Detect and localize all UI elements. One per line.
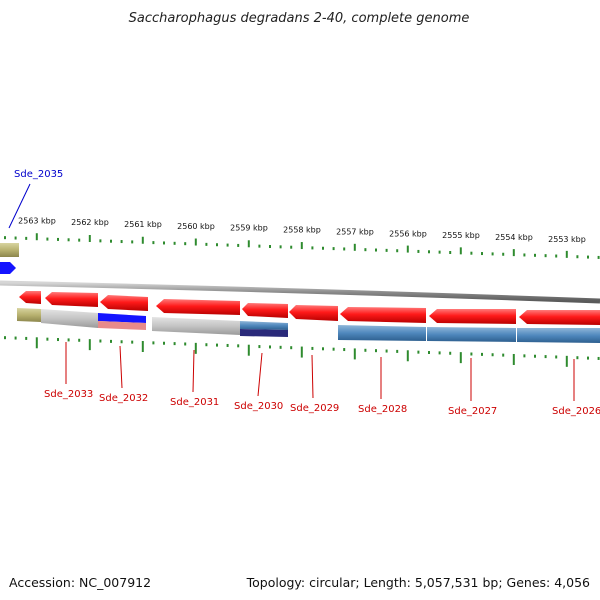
leader-line (311, 354, 314, 399)
gene-label-sde-2033[interactable]: Sde_2033 (44, 389, 93, 400)
scale-label: 2555 kbp (442, 231, 480, 240)
domain-track (17, 308, 600, 343)
gene-label-sde-2027[interactable]: Sde_2027 (448, 406, 497, 417)
gene-label-sde-2031[interactable]: Sde_2031 (170, 397, 219, 408)
leader-line (257, 352, 263, 397)
gene-arrow[interactable] (156, 299, 240, 315)
scale-label: 2556 kbp (389, 229, 427, 238)
domain-block[interactable] (338, 325, 426, 341)
gene-labels: Sde_2035 Sde_2033 Sde_2032 Sde_2031 Sde_… (14, 169, 600, 417)
outer-scale-ticks (4, 233, 600, 259)
genome-backbone (0, 280, 600, 304)
gene-partial-olive[interactable] (0, 243, 19, 257)
accession-text: Accession: NC_007912 (9, 575, 151, 590)
domain-block[interactable] (240, 329, 288, 337)
domain-block[interactable] (41, 309, 98, 328)
domain-block[interactable] (98, 321, 146, 330)
gene-label-sde-2035[interactable]: Sde_2035 (14, 169, 63, 180)
forward-genes (19, 291, 600, 325)
gene-arrow[interactable] (19, 291, 41, 304)
map-title: Saccharophagus degradans 2-40, complete … (129, 11, 470, 26)
gene-arrow[interactable] (340, 307, 426, 323)
gene-label-sde-2032[interactable]: Sde_2032 (99, 393, 148, 404)
gene-arrow[interactable] (289, 305, 338, 321)
gene-label-sde-2026[interactable]: Sde_2026 (552, 406, 600, 417)
scale-label: 2560 kbp (177, 222, 215, 231)
leader-line (119, 345, 123, 389)
leader-line (192, 349, 195, 393)
scale-label: 2563 kbp (18, 216, 56, 225)
scale-label: 2554 kbp (495, 233, 533, 242)
gene-leaders (65, 342, 575, 401)
topology-text: Topology: circular; Length: 5,057,531 bp… (246, 575, 590, 590)
gene-arrow[interactable] (45, 292, 98, 307)
gene-label-sde-2030[interactable]: Sde_2030 (234, 401, 283, 412)
domain-block[interactable] (427, 327, 516, 342)
gene-arrow[interactable] (429, 309, 516, 324)
leader-sde-2035 (8, 183, 31, 229)
gene-arrow[interactable] (519, 310, 600, 325)
inner-scale-ticks (4, 336, 600, 367)
domain-block[interactable] (152, 317, 240, 335)
scale-label: 2553 kbp (548, 235, 586, 244)
domain-block[interactable] (517, 328, 600, 343)
scale-labels: 2563 kbp 2562 kbp 2561 kbp 2560 kbp 2559 kbp… (18, 216, 586, 244)
gene-sde-2035[interactable] (0, 262, 16, 274)
gene-arrow[interactable] (100, 295, 148, 311)
gene-label-sde-2028[interactable]: Sde_2028 (358, 404, 407, 415)
scale-label: 2557 kbp (336, 227, 374, 236)
scale-label: 2562 kbp (71, 218, 109, 227)
scale-label: 2559 kbp (230, 224, 268, 233)
domain-block[interactable] (98, 313, 146, 323)
gene-label-sde-2029[interactable]: Sde_2029 (290, 403, 339, 414)
domain-block[interactable] (17, 308, 41, 322)
scale-label: 2558 kbp (283, 226, 321, 235)
gene-arrow[interactable] (242, 303, 288, 318)
scale-label: 2561 kbp (124, 220, 162, 229)
domain-block[interactable] (240, 321, 288, 330)
